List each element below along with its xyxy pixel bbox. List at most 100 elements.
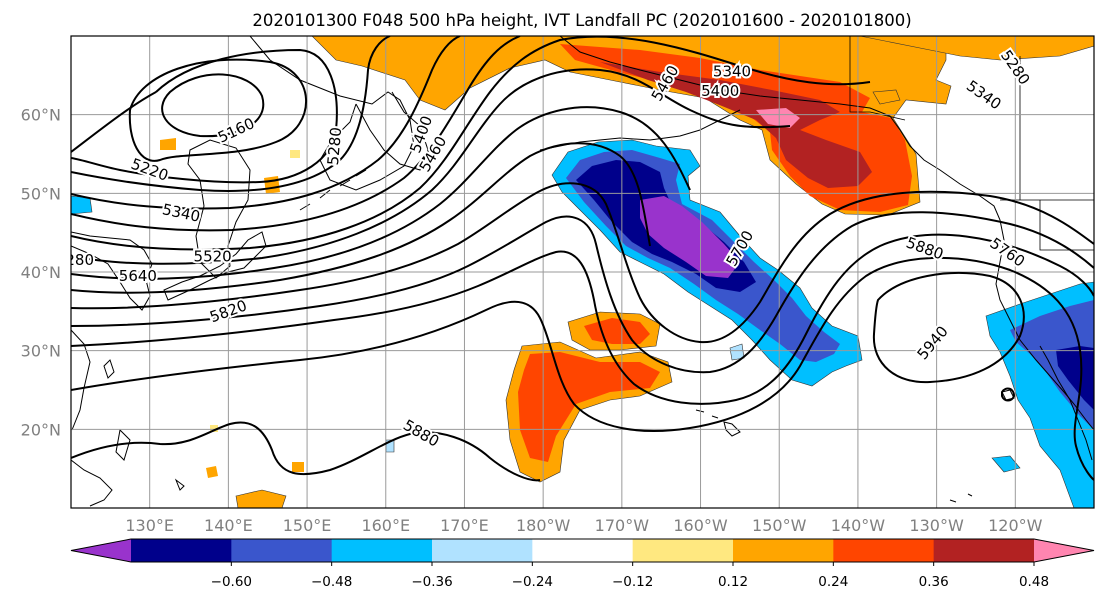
ivt-pink-north — [756, 108, 800, 128]
y-tick-label: 60°N — [21, 106, 61, 125]
contour-label-text: 5520 — [194, 247, 232, 265]
height-contours — [71, 36, 1094, 482]
contour-5640 — [71, 142, 651, 294]
y-tick-label: 40°N — [21, 263, 61, 282]
contour-label-text: 5280 — [324, 126, 345, 166]
ivt-orange-spot4 — [160, 138, 176, 150]
contour-label-text: 5340 — [713, 62, 751, 80]
ivt-orange-sw — [235, 489, 287, 508]
coast-asia-northeast — [187, 36, 415, 279]
contour-5940-small — [1001, 387, 1016, 402]
contour-5820 — [71, 233, 1094, 405]
colorbar-extend-max — [1034, 539, 1094, 562]
x-tick-label: 180°W — [516, 516, 571, 535]
x-tick-label: 120°W — [988, 516, 1043, 535]
colorbar-outline — [70, 538, 1095, 563]
contour-5700 — [71, 182, 1094, 344]
contour-label-text: 5280 — [56, 251, 94, 269]
coast-korea-china — [71, 231, 153, 311]
colorbar-tick-label: −0.24 — [512, 574, 553, 590]
contour-label: 5340 — [711, 60, 753, 82]
colorbar-segment — [131, 539, 232, 562]
contour-label: 5400 — [699, 80, 741, 102]
ivt-orange-small-ne — [872, 89, 901, 105]
contour-label-text: 5640 — [119, 267, 157, 285]
colorbar-tick-label: −0.36 — [411, 574, 452, 590]
coast-hawaii — [695, 409, 741, 437]
ivt-purple-core — [640, 196, 740, 278]
contour-5880-south — [71, 421, 541, 482]
x-tick-label: 130°E — [125, 516, 174, 535]
contour-5580 — [71, 106, 691, 280]
ivt-positive-shading — [160, 36, 1094, 508]
coast-china-south — [71, 329, 113, 507]
colorbar-tick-label: −0.48 — [311, 574, 352, 590]
x-tick-label: 130°W — [909, 516, 964, 535]
x-tick-label: 140°E — [204, 516, 253, 535]
ivt-orange-spot1 — [206, 466, 218, 478]
ivt-red-southcentral — [518, 352, 660, 462]
chart-title: 2020101300 F048 500 hPa height, IVT Land… — [252, 11, 911, 30]
x-tick-label: 160°W — [673, 516, 728, 535]
contour-5460 — [71, 36, 871, 251]
colorbar: −0.60 −0.48 −0.36 −0.24 −0.12 0.12 0.24 0.36 0.4… — [70, 538, 1095, 590]
ivt-orange-spot2 — [290, 150, 300, 158]
contour-label: 5640 — [117, 265, 159, 287]
x-tick-label: 160°E — [361, 516, 410, 535]
ivt-blue-east — [1010, 300, 1094, 430]
contour-5880-north — [71, 256, 1094, 481]
contour-closed-low — [161, 73, 265, 138]
x-tick-label: 170°E — [440, 516, 489, 535]
coast-bc-wa — [995, 219, 1094, 431]
coast-baja — [1039, 345, 1093, 461]
ivt-lightblue-small3 — [991, 455, 1021, 473]
contour-5340 — [71, 36, 461, 210]
contour-label: 5520 — [192, 245, 234, 267]
contour-5160 — [128, 58, 308, 162]
coast-japan — [163, 231, 267, 301]
colorbar-segment — [632, 539, 734, 562]
colorbar-tick-label: 0.24 — [818, 574, 848, 590]
contour-5760 — [71, 211, 1094, 374]
colorbar-segment — [231, 539, 333, 562]
ivt-orange-northeast — [859, 36, 1094, 61]
colorbar-tick-label: −0.12 — [612, 574, 653, 590]
coast-kamchatka — [355, 91, 429, 171]
contour-label-text: 5400 — [701, 82, 739, 100]
contour-5280a — [71, 36, 391, 192]
coast-kurils — [299, 169, 367, 211]
x-axis-ticks: 130°E 140°E 150°E 160°E 170°E 180°W 170°W 160°W… — [125, 516, 1042, 535]
x-tick-label: 150°W — [752, 516, 807, 535]
country-borders-na — [849, 36, 1094, 251]
contour-5520 — [71, 68, 791, 265]
colorbar-tick-label: 0.36 — [919, 574, 949, 590]
contour-5940 — [872, 272, 1025, 384]
x-tick-label: 150°E — [283, 516, 332, 535]
y-tick-label: 30°N — [21, 342, 61, 361]
x-tick-label: 170°W — [595, 516, 650, 535]
colorbar-segment — [733, 539, 834, 562]
ivt-negative-shading — [71, 139, 1094, 508]
ivt-orange-spot6 — [292, 462, 304, 472]
contour-label: 5280 — [322, 124, 347, 168]
ivt-orange-spot3 — [264, 176, 280, 194]
map-frame — [70, 35, 1095, 509]
y-axis-ticks: 20°N 30°N 40°N 50°N 60°N — [21, 106, 61, 440]
x-tick-label: 140°W — [831, 516, 886, 535]
colorbar-tick-label: −0.60 — [211, 574, 252, 590]
contour-5220 — [71, 48, 338, 184]
ivt-navy-east — [1056, 346, 1094, 410]
colorbar-tick-label: 0.12 — [718, 574, 748, 590]
colorbar-extend-min — [71, 539, 131, 562]
colorbar-segment — [331, 539, 433, 562]
contour-label: 5280 — [56, 249, 96, 271]
ivt-darkred-north — [600, 62, 872, 188]
y-tick-label: 50°N — [21, 184, 61, 203]
colorbar-segment — [833, 539, 935, 562]
colorbar-segment — [432, 539, 533, 562]
colorbar-segment — [532, 539, 634, 562]
y-tick-label: 20°N — [21, 420, 61, 439]
